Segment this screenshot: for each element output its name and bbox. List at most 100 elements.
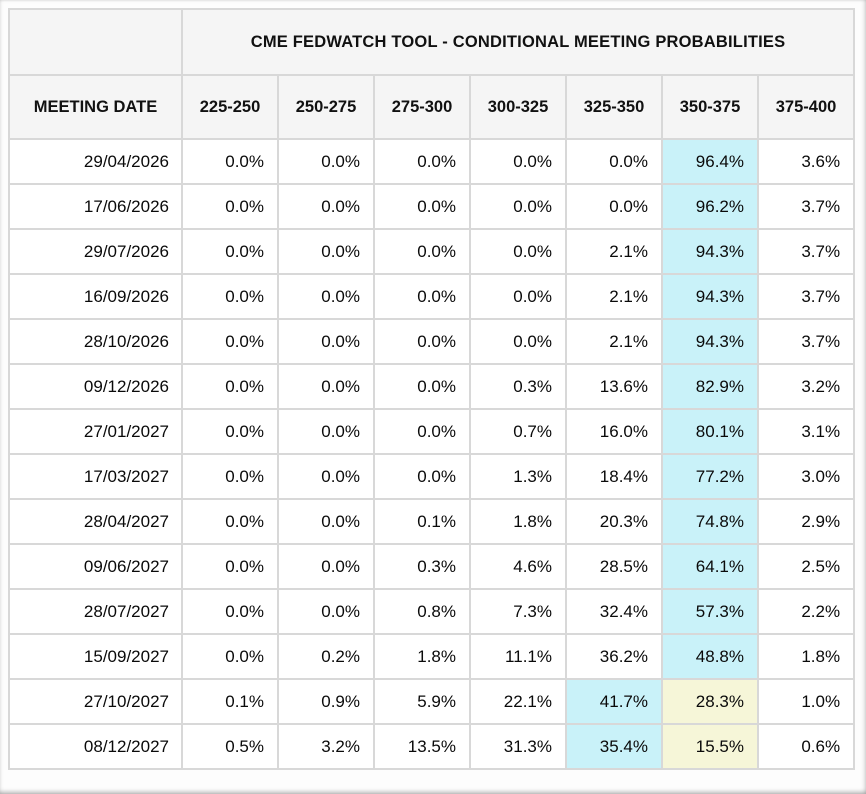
rate-range-header: 375-400 (756, 74, 856, 140)
rate-range-header: 300-325 (469, 74, 567, 140)
meeting-date-cell: 15/09/2027 (8, 633, 183, 680)
rate-range-header: 275-300 (373, 74, 471, 140)
probability-cell: 0.2% (277, 633, 375, 680)
probability-cell: 0.0% (469, 183, 567, 230)
probability-cell-cyan-highlight: 94.3% (661, 318, 759, 365)
probability-cell: 0.0% (469, 228, 567, 275)
rate-range-header: 250-275 (277, 74, 375, 140)
probability-cell: 0.6% (756, 723, 856, 770)
probability-cell: 0.0% (181, 453, 279, 500)
table-title: CME FEDWATCH TOOL - CONDITIONAL MEETING … (180, 8, 856, 76)
probability-cell: 0.0% (181, 363, 279, 410)
table-row: 29/04/2026 0.0% 0.0% 0.0% 0.0% 0.0% 96.4% 3.6% (8, 138, 856, 185)
table-row: 27/01/2027 0.0% 0.0% 0.0% 0.7% 16.0% 80.1% 3.1% (8, 408, 856, 455)
probability-cell: 2.5% (756, 543, 856, 590)
probability-cell: 0.0% (277, 138, 375, 185)
meeting-date-cell: 28/10/2026 (8, 318, 183, 365)
column-header-row: MEETING DATE 225-250 250-275 275-300 300-325… (8, 74, 856, 140)
probability-cell: 1.8% (373, 633, 471, 680)
probability-cell: 3.0% (756, 453, 856, 500)
probability-cell-cyan-highlight: 77.2% (661, 453, 759, 500)
meeting-date-cell: 17/03/2027 (8, 453, 183, 500)
probability-cell: 2.1% (565, 228, 663, 275)
probability-cell: 2.1% (565, 273, 663, 320)
probability-cell: 0.0% (277, 183, 375, 230)
meeting-date-cell: 28/07/2027 (8, 588, 183, 635)
probability-cell: 0.0% (181, 183, 279, 230)
probability-cell-cyan-highlight: 80.1% (661, 408, 759, 455)
probability-cell: 0.0% (277, 408, 375, 455)
rate-range-header: 350-375 (661, 74, 759, 140)
table-row: 09/12/2026 0.0% 0.0% 0.0% 0.3% 13.6% 82.9% 3.2% (8, 363, 856, 410)
meeting-date-cell: 08/12/2027 (8, 723, 183, 770)
probability-cell: 0.0% (277, 228, 375, 275)
meeting-date-cell: 27/01/2027 (8, 408, 183, 455)
table-row: 28/10/2026 0.0% 0.0% 0.0% 0.0% 2.1% 94.3% 3.7% (8, 318, 856, 365)
rate-range-header: 325-350 (565, 74, 663, 140)
table-row: 17/03/2027 0.0% 0.0% 0.0% 1.3% 18.4% 77.2% 3.0% (8, 453, 856, 500)
probability-cell: 0.0% (181, 588, 279, 635)
probability-cell: 13.6% (565, 363, 663, 410)
probability-cell: 0.0% (181, 228, 279, 275)
meeting-date-cell: 27/10/2027 (8, 678, 183, 725)
probability-cell: 0.0% (181, 543, 279, 590)
meeting-date-cell: 29/07/2026 (8, 228, 183, 275)
probability-cell: 3.7% (756, 183, 856, 230)
table-row: 09/06/2027 0.0% 0.0% 0.3% 4.6% 28.5% 64.1% 2.5% (8, 543, 856, 590)
probability-cell: 11.1% (469, 633, 567, 680)
probability-cell-cyan-highlight: 64.1% (661, 543, 759, 590)
probability-cell: 0.0% (181, 138, 279, 185)
table-row: 27/10/2027 0.1% 0.9% 5.9% 22.1% 41.7% 28.3% 1.0… (8, 678, 856, 725)
table-row: 16/09/2026 0.0% 0.0% 0.0% 0.0% 2.1% 94.3% 3.7% (8, 273, 856, 320)
probability-cell: 13.5% (373, 723, 471, 770)
probability-cell: 0.1% (181, 678, 279, 725)
probability-cell-cyan-highlight: 57.3% (661, 588, 759, 635)
probability-cell: 0.0% (565, 138, 663, 185)
probability-cell-cyan-highlight: 96.4% (661, 138, 759, 185)
probability-cell: 0.0% (181, 318, 279, 365)
probability-cell-cyan-highlight: 48.8% (661, 633, 759, 680)
meeting-date-cell: 17/06/2026 (8, 183, 183, 230)
probability-cell: 2.9% (756, 498, 856, 545)
probability-cell-cyan-highlight: 41.7% (565, 678, 663, 725)
probability-cell: 2.2% (756, 588, 856, 635)
probability-cell-cyan-highlight: 35.4% (565, 723, 663, 770)
probability-cell: 0.0% (565, 183, 663, 230)
probability-cell: 0.0% (277, 363, 375, 410)
probability-cell-cyan-highlight: 74.8% (661, 498, 759, 545)
probability-cell: 0.1% (373, 498, 471, 545)
probability-cell: 3.2% (277, 723, 375, 770)
probability-cell: 2.1% (565, 318, 663, 365)
probability-cell: 3.7% (756, 273, 856, 320)
probability-cell: 18.4% (565, 453, 663, 500)
probability-cell: 0.0% (181, 408, 279, 455)
probability-cell: 0.8% (373, 588, 471, 635)
probability-cell: 0.0% (181, 498, 279, 545)
probability-cell: 0.0% (469, 138, 567, 185)
probability-cell: 0.0% (373, 138, 471, 185)
probability-cell: 3.7% (756, 228, 856, 275)
probability-cell: 1.8% (756, 633, 856, 680)
rate-range-header: 225-250 (181, 74, 279, 140)
probability-cell: 3.2% (756, 363, 856, 410)
meeting-date-cell: 09/06/2027 (8, 543, 183, 590)
probability-cell: 0.0% (277, 273, 375, 320)
table-row: 28/04/2027 0.0% 0.0% 0.1% 1.8% 20.3% 74.8% 2.9% (8, 498, 856, 545)
title-row: CME FEDWATCH TOOL - CONDITIONAL MEETING … (8, 8, 856, 76)
probability-cell: 0.0% (373, 453, 471, 500)
probability-cell: 0.0% (277, 498, 375, 545)
probability-cell: 0.0% (181, 273, 279, 320)
table-row: 17/06/2026 0.0% 0.0% 0.0% 0.0% 0.0% 96.2% 3.7% (8, 183, 856, 230)
probability-cell: 0.0% (373, 363, 471, 410)
probability-cell-yellow-highlight: 28.3% (661, 678, 759, 725)
probability-cell: 5.9% (373, 678, 471, 725)
probability-cell: 3.6% (756, 138, 856, 185)
table-row: 15/09/2027 0.0% 0.2% 1.8% 11.1% 36.2% 48.8% 1.8… (8, 633, 856, 680)
corner-cell (8, 8, 183, 76)
table-row: 29/07/2026 0.0% 0.0% 0.0% 0.0% 2.1% 94.3% 3.7% (8, 228, 856, 275)
probability-cell: 0.0% (277, 318, 375, 365)
probability-cell: 0.0% (277, 588, 375, 635)
probability-cell: 0.0% (373, 228, 471, 275)
probability-cell-cyan-highlight: 96.2% (661, 183, 759, 230)
